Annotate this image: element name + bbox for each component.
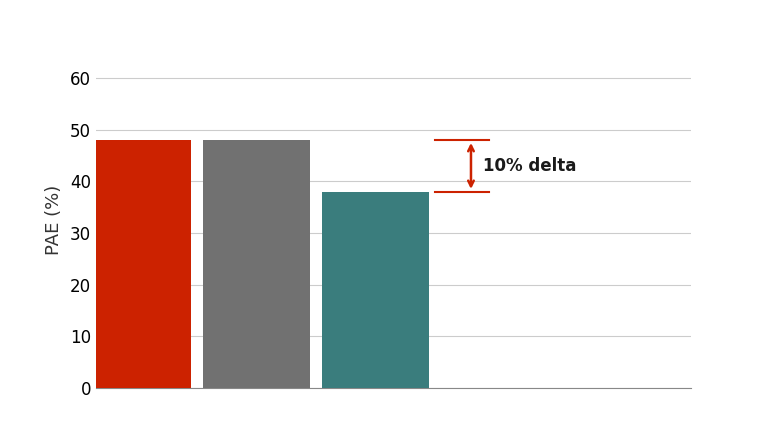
Y-axis label: PAE (%): PAE (%) <box>45 185 63 255</box>
Bar <box>323 192 429 388</box>
Bar <box>84 140 191 388</box>
Text: 10% delta: 10% delta <box>483 157 576 175</box>
Bar <box>203 140 310 388</box>
